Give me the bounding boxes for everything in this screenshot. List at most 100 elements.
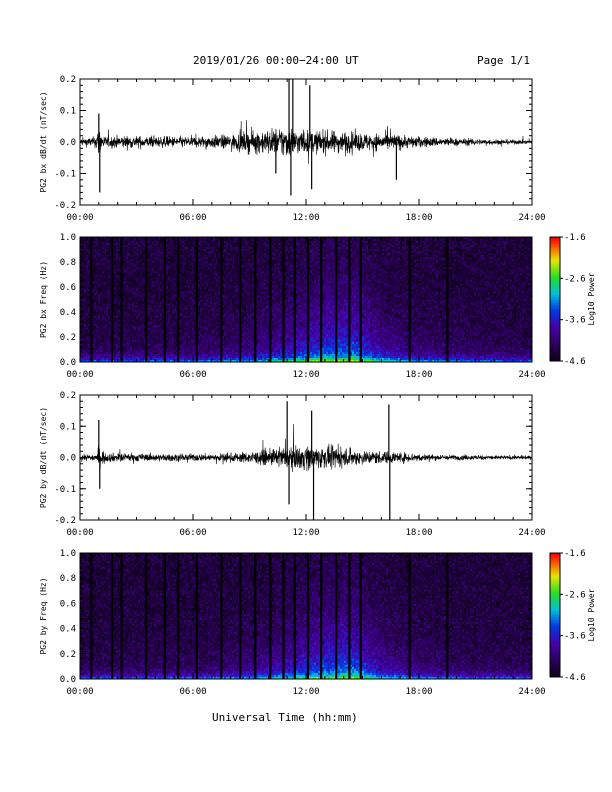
- data-gap: [446, 553, 448, 679]
- data-gap: [269, 237, 271, 362]
- data-gap: [409, 553, 411, 679]
- data-gap: [294, 553, 296, 679]
- y-tick-label: 0.6: [60, 283, 76, 293]
- y-tick-label: 0.1: [60, 107, 76, 117]
- spectrogram-3: [80, 553, 532, 679]
- x-tick-label: 06:00: [179, 528, 206, 538]
- y-axis-label: PG2 by Freq (Hz): [39, 577, 48, 654]
- data-gap: [220, 553, 222, 679]
- dbdt-trace-2: [80, 424, 532, 472]
- data-gap: [239, 237, 241, 362]
- x-tick-label: 12:00: [292, 687, 319, 697]
- colorbar-tick-label: -2.6: [564, 590, 586, 600]
- x-tick-label: 12:00: [292, 528, 319, 538]
- y-tick-label: -0.2: [54, 516, 76, 526]
- x-tick-label: 00:00: [66, 687, 93, 697]
- data-gap: [145, 237, 147, 362]
- data-gap: [348, 237, 350, 362]
- data-gap: [282, 237, 284, 362]
- colorbar-tick-label: -2.6: [564, 274, 586, 284]
- data-gap: [335, 237, 337, 362]
- data-gap: [111, 237, 113, 362]
- y-tick-label: 0.1: [60, 422, 76, 432]
- x-tick-label: 12:00: [292, 370, 319, 380]
- colorbar-label: Log10 Power: [587, 272, 596, 325]
- spectrogram-1: [80, 237, 532, 362]
- y-axis-label: PG2 bx Freq (Hz): [39, 261, 48, 338]
- x-tick-label: 24:00: [518, 687, 545, 697]
- y-tick-label: 0.8: [60, 574, 76, 584]
- colorbar-tick-label: -4.6: [564, 673, 586, 683]
- y-tick-label: 0.0: [60, 454, 76, 464]
- y-tick-label: -0.1: [54, 485, 76, 495]
- data-gap: [409, 237, 411, 362]
- y-tick-label: 1.0: [60, 549, 76, 559]
- x-tick-label: 00:00: [66, 213, 93, 223]
- data-gap: [90, 553, 92, 679]
- x-tick-label: 24:00: [518, 370, 545, 380]
- colorbar-tick-label: -1.6: [564, 549, 586, 559]
- data-gap: [164, 553, 166, 679]
- x-tick-label: 06:00: [179, 370, 206, 380]
- y-tick-label: 1.0: [60, 233, 76, 243]
- data-gap: [348, 553, 350, 679]
- data-gap: [320, 553, 322, 679]
- y-tick-label: 0.0: [60, 138, 76, 148]
- data-gap: [254, 553, 256, 679]
- data-gap: [220, 237, 222, 362]
- colorbar-tick-label: -3.6: [564, 316, 586, 326]
- y-tick-label: 0.4: [60, 308, 76, 318]
- data-gap: [90, 237, 92, 362]
- y-tick-label: 0.2: [60, 391, 76, 401]
- data-gap: [196, 237, 198, 362]
- data-gap: [196, 553, 198, 679]
- colorbar-tick-label: -1.6: [564, 233, 586, 243]
- x-tick-label: 24:00: [518, 528, 545, 538]
- chart-figure: 0.2 0.1 0.0 -0.1 -0.2 00:00 06:00 12:00 18:00 24:…: [0, 0, 612, 792]
- colorbar-tick-label: -3.6: [564, 632, 586, 642]
- dbdt-trace-0: [80, 120, 532, 164]
- x-tick-label: 18:00: [405, 370, 432, 380]
- x-tick-label: 06:00: [179, 687, 206, 697]
- x-tick-label: 12:00: [292, 213, 319, 223]
- data-gap: [307, 553, 309, 679]
- x-tick-label: 00:00: [66, 370, 93, 380]
- data-gap: [145, 553, 147, 679]
- x-tick-label: 18:00: [405, 528, 432, 538]
- data-gap: [164, 237, 166, 362]
- data-gap: [294, 237, 296, 362]
- y-tick-label: 0.0: [60, 358, 76, 368]
- data-gap: [269, 553, 271, 679]
- data-gap: [335, 553, 337, 679]
- data-gap: [307, 237, 309, 362]
- data-gap: [120, 237, 122, 362]
- y-tick-label: 0.6: [60, 599, 76, 609]
- x-tick-label: 18:00: [405, 687, 432, 697]
- data-gap: [111, 553, 113, 679]
- y-tick-label: 0.0: [60, 675, 76, 685]
- y-tick-label: 0.2: [60, 75, 76, 85]
- x-tick-label: 24:00: [518, 213, 545, 223]
- colorbar-label: Log10 Power: [587, 588, 596, 641]
- data-gap: [177, 553, 179, 679]
- y-axis-label: PG2 bx dB/dt (nT/sec): [39, 91, 48, 192]
- x-tick-label: 00:00: [66, 528, 93, 538]
- data-gap: [320, 237, 322, 362]
- x-tick-label: 18:00: [405, 213, 432, 223]
- data-gap: [360, 237, 362, 362]
- data-gap: [239, 553, 241, 679]
- data-gap: [254, 237, 256, 362]
- y-tick-label: -0.2: [54, 201, 76, 211]
- y-tick-label: 0.2: [60, 650, 76, 660]
- data-gap: [120, 553, 122, 679]
- y-tick-label: 0.4: [60, 625, 76, 635]
- data-gap: [446, 237, 448, 362]
- y-tick-label: -0.1: [54, 170, 76, 180]
- y-axis-label: PG2 by dB/dt (nT/sec): [39, 407, 48, 508]
- y-tick-label: 0.8: [60, 258, 76, 268]
- colorbar-tick-label: -4.6: [564, 357, 586, 367]
- data-gap: [177, 237, 179, 362]
- x-tick-label: 06:00: [179, 213, 206, 223]
- data-gap: [282, 553, 284, 679]
- y-tick-label: 0.2: [60, 333, 76, 343]
